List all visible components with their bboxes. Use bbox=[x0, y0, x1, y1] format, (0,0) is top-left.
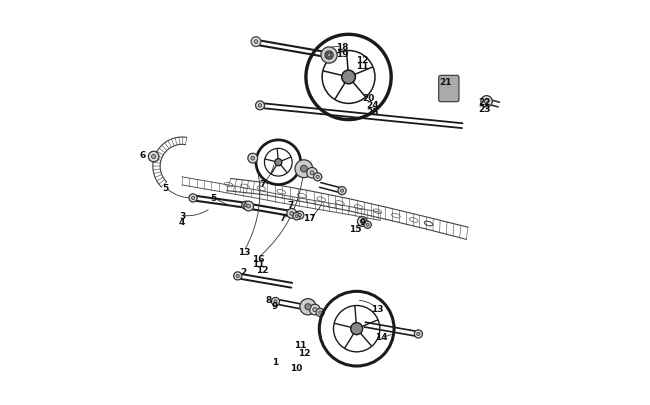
Circle shape bbox=[189, 194, 197, 202]
Circle shape bbox=[272, 298, 280, 306]
Text: 20: 20 bbox=[363, 94, 375, 102]
Circle shape bbox=[358, 217, 367, 227]
Text: 25: 25 bbox=[367, 108, 379, 117]
Circle shape bbox=[364, 222, 371, 229]
Text: 8: 8 bbox=[266, 295, 272, 304]
Text: 12: 12 bbox=[256, 266, 268, 275]
Circle shape bbox=[274, 300, 277, 303]
Circle shape bbox=[316, 176, 319, 179]
Text: 7: 7 bbox=[259, 180, 265, 189]
Circle shape bbox=[325, 52, 333, 60]
Text: 10: 10 bbox=[290, 363, 302, 372]
Circle shape bbox=[316, 309, 324, 317]
Circle shape bbox=[310, 171, 314, 175]
Text: 4: 4 bbox=[179, 217, 185, 226]
Circle shape bbox=[484, 100, 489, 104]
Circle shape bbox=[290, 212, 294, 216]
Text: 11: 11 bbox=[356, 62, 369, 71]
Text: 12: 12 bbox=[298, 348, 310, 357]
Circle shape bbox=[326, 53, 332, 59]
Circle shape bbox=[321, 48, 337, 64]
Text: 14: 14 bbox=[374, 333, 387, 341]
Circle shape bbox=[314, 173, 322, 181]
Circle shape bbox=[242, 202, 250, 210]
Text: 17: 17 bbox=[304, 213, 316, 222]
Circle shape bbox=[254, 40, 258, 45]
Text: 9: 9 bbox=[359, 217, 366, 226]
Circle shape bbox=[313, 308, 317, 312]
Circle shape bbox=[236, 275, 239, 278]
Circle shape bbox=[244, 202, 254, 211]
Circle shape bbox=[255, 102, 265, 111]
Text: 7: 7 bbox=[280, 213, 285, 222]
Circle shape bbox=[275, 159, 282, 166]
Circle shape bbox=[251, 38, 261, 47]
Circle shape bbox=[247, 205, 251, 209]
Text: 5: 5 bbox=[210, 193, 216, 202]
Text: 2: 2 bbox=[240, 267, 246, 276]
Text: 13: 13 bbox=[237, 247, 250, 256]
Circle shape bbox=[295, 160, 313, 178]
Circle shape bbox=[248, 154, 257, 164]
Text: 1: 1 bbox=[272, 357, 279, 366]
Text: 11: 11 bbox=[294, 341, 306, 350]
Circle shape bbox=[341, 190, 344, 193]
Circle shape bbox=[328, 54, 331, 58]
Circle shape bbox=[244, 204, 248, 207]
Circle shape bbox=[192, 197, 194, 200]
Text: 12: 12 bbox=[356, 55, 369, 64]
Text: 7: 7 bbox=[287, 200, 294, 209]
Text: 23: 23 bbox=[478, 105, 490, 114]
Circle shape bbox=[151, 155, 156, 159]
Circle shape bbox=[351, 323, 363, 335]
Circle shape bbox=[414, 330, 422, 338]
Circle shape bbox=[293, 213, 300, 220]
Circle shape bbox=[360, 220, 364, 224]
Circle shape bbox=[338, 187, 346, 195]
Text: 15: 15 bbox=[349, 224, 361, 233]
Text: 6: 6 bbox=[140, 150, 146, 159]
Text: 21: 21 bbox=[440, 77, 452, 86]
Text: 11: 11 bbox=[252, 260, 265, 269]
Circle shape bbox=[366, 224, 369, 227]
Text: 13: 13 bbox=[370, 304, 383, 313]
Circle shape bbox=[307, 168, 317, 179]
Circle shape bbox=[342, 71, 356, 85]
Circle shape bbox=[251, 157, 255, 161]
Circle shape bbox=[296, 211, 304, 220]
Circle shape bbox=[481, 96, 492, 108]
Text: 24: 24 bbox=[367, 101, 379, 110]
Circle shape bbox=[309, 305, 320, 315]
Circle shape bbox=[295, 215, 298, 218]
Circle shape bbox=[258, 104, 262, 108]
Circle shape bbox=[300, 299, 316, 315]
Circle shape bbox=[287, 209, 296, 219]
Circle shape bbox=[148, 152, 159, 162]
Text: 9: 9 bbox=[272, 302, 278, 311]
Circle shape bbox=[318, 311, 322, 314]
Circle shape bbox=[300, 166, 307, 173]
Text: 5: 5 bbox=[162, 184, 169, 193]
Circle shape bbox=[417, 333, 420, 336]
Circle shape bbox=[305, 304, 311, 310]
Text: 3: 3 bbox=[179, 211, 185, 220]
Circle shape bbox=[233, 272, 242, 280]
Circle shape bbox=[298, 214, 302, 217]
Text: 22: 22 bbox=[478, 98, 490, 107]
Text: 16: 16 bbox=[252, 254, 265, 263]
Text: 18: 18 bbox=[336, 43, 348, 52]
FancyBboxPatch shape bbox=[439, 76, 459, 102]
Text: 19: 19 bbox=[336, 50, 348, 59]
